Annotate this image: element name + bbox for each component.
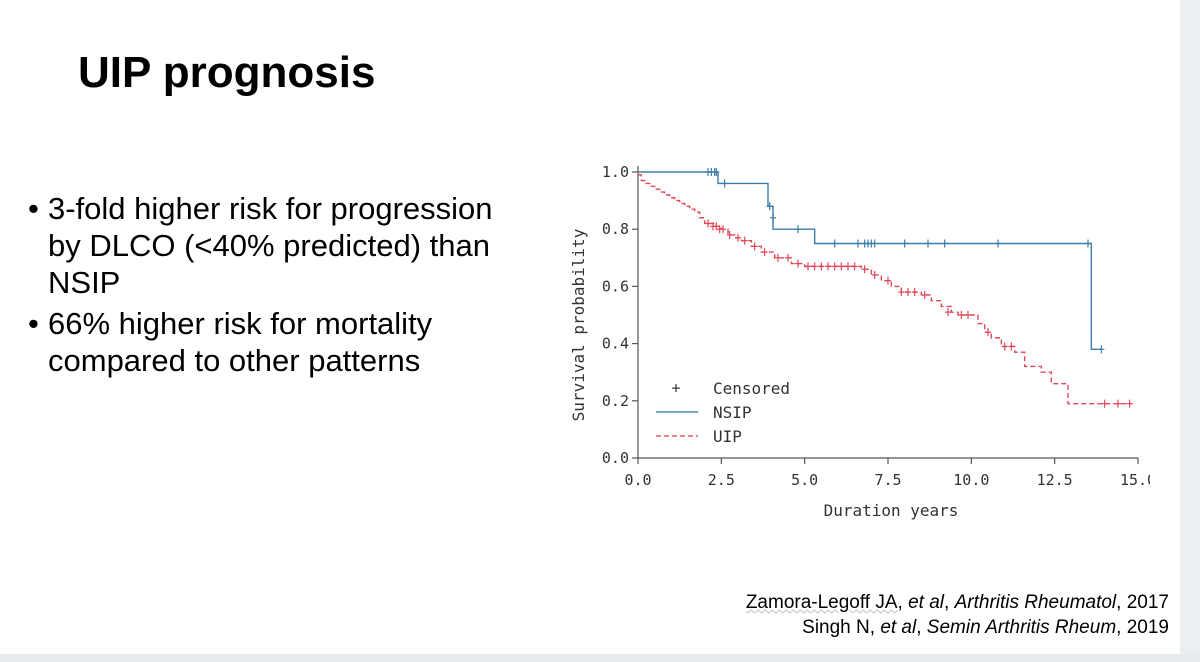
- series-line-uip: [638, 174, 1132, 405]
- legend-label: UIP: [713, 427, 742, 446]
- censor-mark-uip: [945, 308, 951, 317]
- censor-mark-uip: [871, 270, 878, 279]
- bottom-edge-strip: [0, 654, 1200, 662]
- censor-mark-uip: [720, 225, 726, 234]
- censor-mark-nsip: [766, 202, 773, 211]
- x-axis-label: Duration years: [824, 501, 959, 520]
- censor-mark-nsip: [831, 239, 838, 248]
- censor-mark-uip: [735, 233, 741, 242]
- reference-author: Singh N: [802, 617, 870, 638]
- censor-mark-uip: [1126, 399, 1133, 408]
- censor-mark-uip: [861, 265, 868, 274]
- censor-mark-uip: [1101, 399, 1108, 408]
- censor-mark-nsip: [995, 239, 1001, 248]
- reference-year: 2017: [1126, 592, 1169, 613]
- legend-label: NSIP: [713, 403, 752, 422]
- x-tick-label: 5.0: [791, 471, 818, 489]
- reference-journal: Semin Arthritis Rheum: [926, 617, 1117, 638]
- censor-mark-uip: [818, 262, 825, 271]
- censor-mark-uip: [921, 290, 928, 299]
- censor-mark-nsip: [901, 239, 908, 248]
- censor-mark-uip: [851, 262, 858, 271]
- reference-author: Zamora-Legoff JA: [745, 592, 898, 613]
- censor-mark-nsip: [795, 225, 801, 234]
- censor-mark-uip: [811, 262, 818, 271]
- censor-mark-uip: [1008, 342, 1015, 351]
- y-tick-label: 0.8: [602, 220, 629, 238]
- censor-mark-nsip: [941, 239, 948, 248]
- survival-chart: 0.0 0.2 0.4 0.6 0.8 1.0 0.0 2.5 5.0 7.5 10.0 12.5 15…: [560, 150, 1150, 530]
- y-tick-label: 1.0: [602, 163, 629, 181]
- censor-mark-uip: [825, 262, 831, 271]
- censor-mark-uip: [741, 236, 748, 245]
- reference-etal: et al: [880, 617, 917, 638]
- bullet-text: 66% higher risk for mortality compared t…: [48, 306, 433, 378]
- censor-mark-uip: [958, 311, 965, 319]
- series-line-nsip: [638, 171, 1102, 351]
- censor-mark-uip: [831, 262, 838, 271]
- bullet-item: • 3-fold higher risk for progression by …: [28, 190, 528, 301]
- x-tick-label: 2.5: [708, 471, 735, 489]
- y-tick-label: 0.6: [602, 277, 629, 295]
- bullet-marker: •: [28, 306, 39, 341]
- censor-mark-uip: [898, 288, 905, 297]
- censor-mark-uip: [751, 242, 758, 251]
- censor-mark-uip: [713, 222, 720, 231]
- censor-mark-nsip: [871, 239, 878, 248]
- censor-mark-nsip: [770, 213, 776, 222]
- censor-mark-uip: [805, 262, 811, 271]
- reference-etal: et al: [908, 592, 945, 613]
- page-title: UIP prognosis: [78, 48, 376, 97]
- x-tick-label: 0.0: [624, 471, 651, 489]
- censor-mark-uip: [845, 262, 851, 271]
- censor-mark-uip: [838, 262, 845, 271]
- y-axis-label: Survival probability: [569, 228, 588, 421]
- bullet-marker: •: [28, 191, 39, 226]
- censor-mark-uip: [905, 288, 911, 297]
- censor-mark-uip: [705, 219, 711, 228]
- reference-line: Singh N, et al, Semin Arthritis Rheum, 2…: [802, 617, 1169, 638]
- censor-mark-nsip: [713, 168, 720, 176]
- censor-mark-nsip: [1085, 239, 1091, 248]
- censor-mark-nsip: [1098, 345, 1105, 354]
- censor-mark-nsip: [721, 179, 728, 188]
- x-tick-label: 10.0: [953, 471, 989, 489]
- references: Zamora-Legoff JA, et al, Arthritis Rheum…: [746, 590, 1169, 640]
- censor-mark-nsip: [855, 239, 861, 248]
- censor-mark-uip: [1001, 342, 1008, 351]
- bullet-item: • 66% higher risk for mortality compared…: [28, 305, 528, 379]
- legend-censored-marker: +: [671, 379, 680, 397]
- x-tick-label: 15.0: [1120, 471, 1150, 489]
- y-tick-label: 0.0: [602, 449, 629, 467]
- censor-mark-uip: [965, 311, 971, 319]
- censor-mark-uip: [985, 328, 991, 337]
- bullet-list: • 3-fold higher risk for progression by …: [28, 190, 528, 383]
- censor-mark-nsip: [925, 239, 931, 248]
- reference-line: Zamora-Legoff JA, et al, Arthritis Rheum…: [745, 592, 1169, 613]
- reference-journal: Arthritis Rheumatol: [954, 592, 1117, 613]
- legend-label: Censored: [713, 379, 790, 398]
- censor-mark-uip: [885, 276, 891, 285]
- censor-mark-uip: [775, 253, 781, 262]
- y-tick-label: 0.4: [602, 335, 629, 353]
- right-edge-strip: [1180, 0, 1200, 662]
- survival-chart-svg: 0.0 0.2 0.4 0.6 0.8 1.0 0.0 2.5 5.0 7.5 10.0 12.5 15…: [569, 163, 1150, 520]
- censor-mark-uip: [1115, 399, 1121, 408]
- censor-mark-uip: [726, 230, 733, 239]
- censor-mark-uip: [795, 259, 801, 268]
- censor-mark-uip: [911, 288, 918, 297]
- x-tick-label: 12.5: [1037, 471, 1073, 489]
- bullet-text: 3-fold higher risk for progression by DL…: [48, 191, 493, 300]
- reference-year: 2019: [1126, 617, 1169, 638]
- y-tick-label: 0.2: [602, 392, 629, 410]
- censor-mark-uip: [761, 248, 768, 257]
- censor-mark-uip: [785, 253, 791, 262]
- x-tick-label: 7.5: [874, 471, 901, 489]
